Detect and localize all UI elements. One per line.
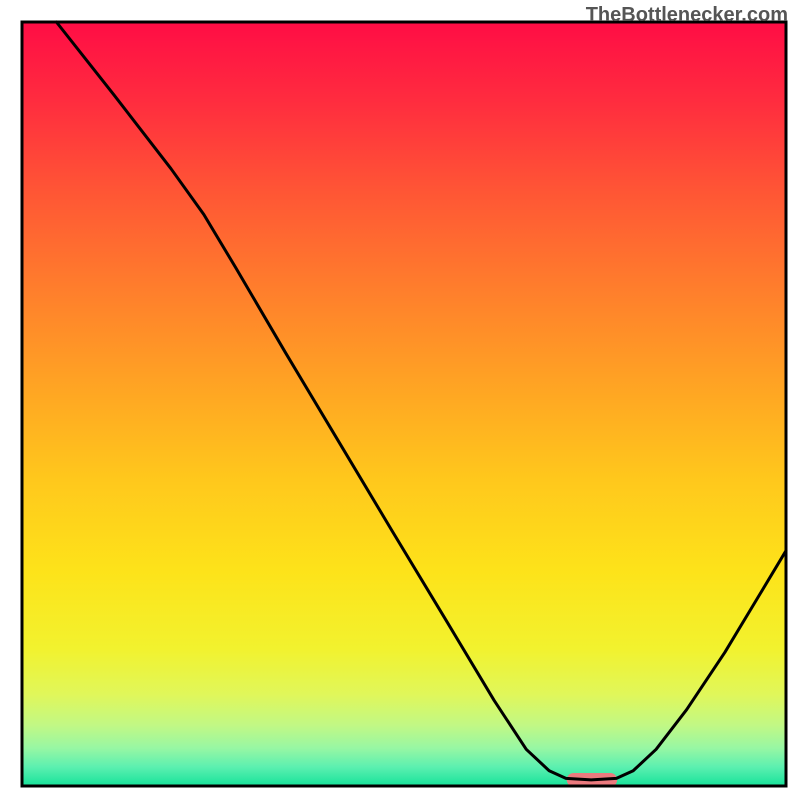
chart-container: TheBottlenecker.com	[0, 0, 800, 800]
watermark-text: TheBottlenecker.com	[586, 4, 788, 27]
gradient-background	[22, 22, 786, 786]
bottleneck-chart	[0, 0, 800, 800]
